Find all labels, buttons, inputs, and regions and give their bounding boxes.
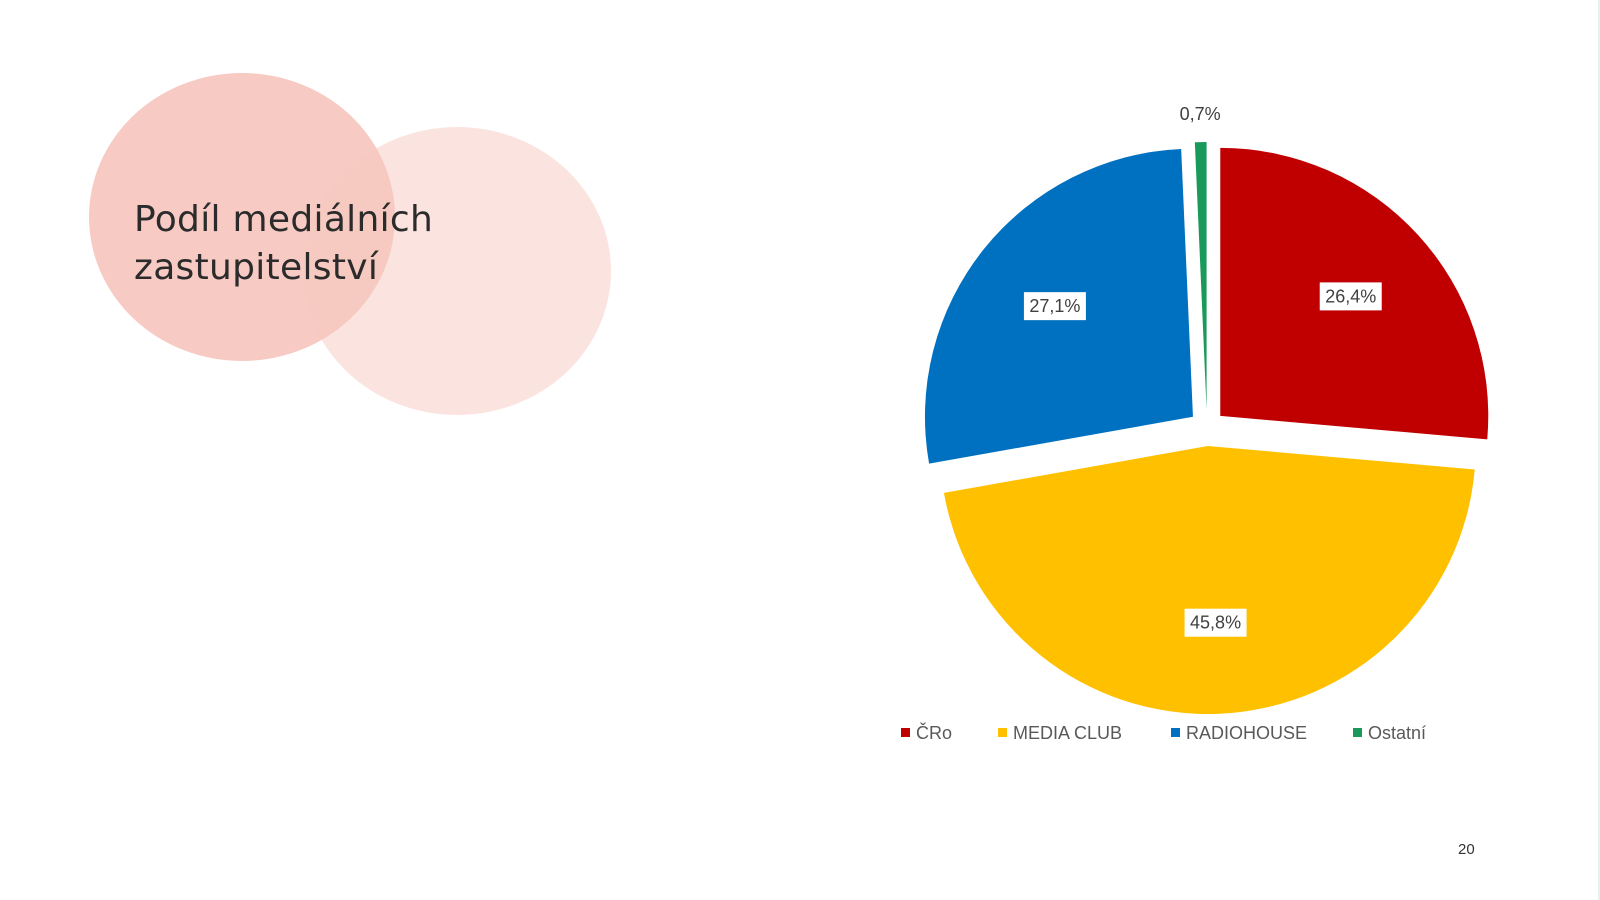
- slide-title-line-2: zastupitelství: [134, 247, 379, 288]
- svg-text:0,7%: 0,7%: [1180, 104, 1221, 124]
- legend-item-čro: ČRo: [901, 722, 952, 743]
- pie-slice-ostatní: [1194, 142, 1207, 411]
- legend-label: ČRo: [916, 722, 952, 743]
- data-label-čro: 26,4%: [1319, 282, 1382, 311]
- chart-legend: ČRo MEDIA CLUB RADIOHOUSE Ostatní: [901, 722, 1426, 743]
- pie-data-labels: 26,4% 45,8% 27,1% 0,7%: [1023, 104, 1382, 637]
- pie-slice-media-club: [943, 445, 1475, 714]
- legend-swatch: [998, 728, 1007, 737]
- legend-item-radiohouse: RADIOHOUSE: [1171, 723, 1307, 743]
- decorative-circle-right: [303, 127, 611, 415]
- data-label-ostatní: 0,7%: [1180, 104, 1221, 124]
- slide-title: Podíl mediálních zastupitelství: [134, 196, 554, 292]
- legend-label: Ostatní: [1368, 723, 1426, 743]
- legend-label: RADIOHOUSE: [1186, 723, 1307, 743]
- page-number: 20: [1458, 841, 1475, 858]
- legend-item-media-club: MEDIA CLUB: [998, 723, 1122, 743]
- legend-item-ostatní: Ostatní: [1353, 723, 1426, 743]
- svg-text:27,1%: 27,1%: [1029, 296, 1080, 316]
- slide-title-line-1: Podíl mediálních: [134, 199, 434, 240]
- legend-swatch: [901, 728, 910, 737]
- legend-swatch: [1171, 728, 1180, 737]
- svg-text:26,4%: 26,4%: [1325, 286, 1376, 306]
- legend-swatch: [1353, 728, 1362, 737]
- data-label-media-club: 45,8%: [1184, 608, 1247, 637]
- slide-edge-line: [1598, 0, 1600, 900]
- legend-label: MEDIA CLUB: [1013, 723, 1122, 743]
- svg-text:45,8%: 45,8%: [1190, 613, 1241, 633]
- data-label-radiohouse: 27,1%: [1023, 292, 1086, 321]
